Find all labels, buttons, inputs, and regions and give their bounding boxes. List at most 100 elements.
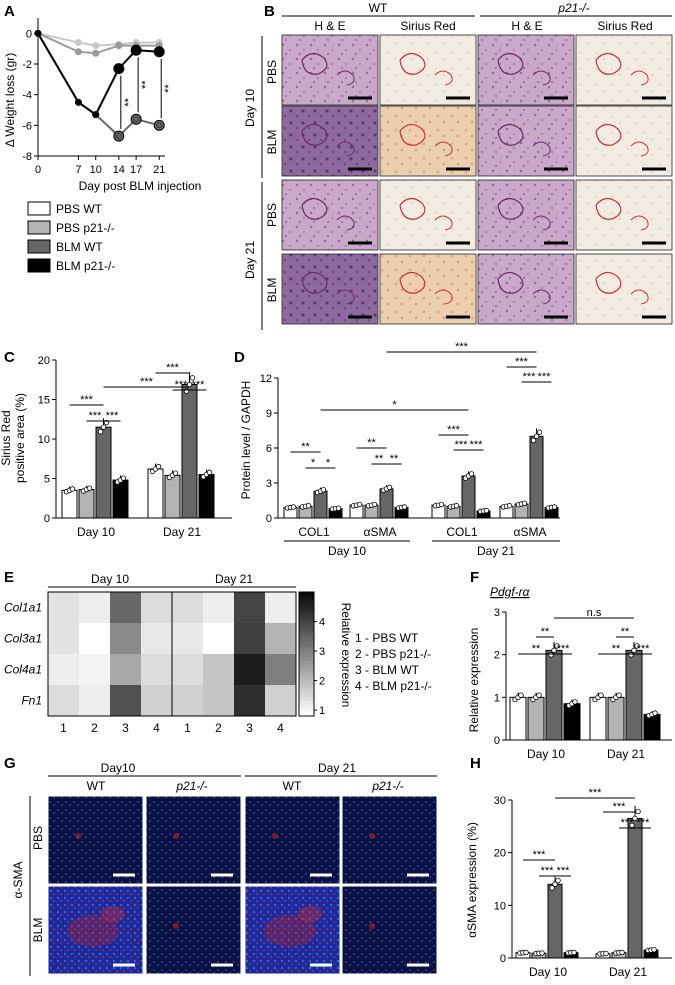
e-colorbar-segment bbox=[299, 647, 314, 652]
legend-swatch-blm-ko bbox=[27, 258, 51, 273]
e-heatmap-cell bbox=[234, 654, 265, 685]
d-sig-label: *** bbox=[470, 439, 484, 451]
a-y-axis-label: Δ Weight loss (gr) bbox=[3, 53, 17, 148]
panel-label-d: D bbox=[234, 349, 245, 366]
c-chart-bar bbox=[181, 383, 198, 519]
e-heatmap-cell bbox=[79, 592, 110, 623]
sirius-red-bar-chart: Sirius Red positive area (%) 0 5 10 15 20 Day… bbox=[0, 355, 232, 539]
b-tissue-structure bbox=[532, 70, 551, 86]
g-asma-signal bbox=[101, 906, 125, 922]
h-chart-data-point bbox=[552, 881, 558, 887]
d-chart-data-point bbox=[386, 484, 393, 491]
gene-expression-heatmap: Day 10 Day 21 Col1a1 Col3a1 Col4a1 Fn1 1 2 3 4 1 2 3… bbox=[4, 572, 432, 735]
h-sig-label: *** bbox=[613, 801, 627, 813]
d-chart-data-point bbox=[506, 503, 513, 509]
e-colorbar-segment bbox=[299, 706, 314, 711]
e-colorbar-tick-label: 1 bbox=[319, 705, 325, 717]
d-sig-label: *** bbox=[523, 371, 537, 383]
f-y-axis-label: Relative expression bbox=[467, 628, 481, 733]
e-colorbar-segment bbox=[299, 669, 314, 674]
h-chart-data-point bbox=[549, 885, 555, 891]
g-asma-signal bbox=[173, 923, 179, 929]
h-chart-data-point bbox=[523, 949, 529, 956]
e-legend-item: 1 - PBS WT bbox=[355, 631, 419, 645]
a-x-tick-label: 21 bbox=[153, 164, 165, 176]
h-chart-bar bbox=[547, 883, 563, 959]
f-x-tick-label: Day 21 bbox=[607, 747, 645, 761]
e-col-label: 2 bbox=[215, 721, 222, 735]
d-sig-label: *** bbox=[515, 356, 529, 368]
f-chart-bar bbox=[545, 649, 563, 741]
d-chart-data-point bbox=[453, 503, 460, 509]
b-tissue-structure bbox=[399, 271, 426, 294]
d-x-tick-label: COL1 bbox=[446, 525, 478, 539]
d-chart-data-point bbox=[533, 433, 540, 440]
d-sig-label: ** bbox=[301, 441, 310, 453]
d-chart-bar bbox=[379, 488, 394, 519]
panel-label-b: B bbox=[264, 3, 275, 20]
d-sig-label: *** bbox=[455, 341, 469, 353]
d-sig-label: * bbox=[326, 457, 331, 469]
c-chart-data-point bbox=[97, 428, 104, 435]
weight-loss-line-chart: Δ Weight loss (gr) Day post BLM injectio… bbox=[3, 18, 201, 193]
e-heatmap-cell bbox=[234, 592, 265, 623]
c-chart-bar bbox=[147, 468, 164, 519]
g-day-10: Day10 bbox=[101, 761, 136, 775]
c-chart-y-tick-label: 15 bbox=[38, 395, 50, 407]
c-chart-data-point bbox=[189, 375, 196, 381]
e-heatmap-cell bbox=[141, 654, 172, 685]
legend-label-pbs-wt: PBS WT bbox=[56, 202, 103, 216]
e-colorbar-segment bbox=[299, 601, 314, 605]
f-chart-y-tick-label: 0 bbox=[494, 735, 500, 747]
d-chart-data-point bbox=[438, 501, 445, 508]
h-x-tick-label: Day 21 bbox=[609, 965, 647, 979]
e-colorbar-segment bbox=[299, 638, 314, 643]
g-asma-signal bbox=[67, 915, 119, 947]
c-chart-bar bbox=[78, 489, 95, 519]
f-sig-label: ** bbox=[621, 626, 630, 638]
f-chart-y-tick-label: 3 bbox=[494, 607, 500, 619]
b-tissue-structure bbox=[434, 215, 453, 231]
e-heatmap-cell bbox=[265, 623, 296, 654]
e-heatmap-cell bbox=[265, 592, 296, 623]
d-chart-y-tick-label: 0 bbox=[266, 513, 272, 525]
b-tissue-structure bbox=[532, 215, 551, 231]
e-heatmap-cell bbox=[203, 654, 234, 685]
c-chart-y-tick-label: 0 bbox=[44, 513, 50, 525]
f-chart-data-point bbox=[652, 710, 658, 716]
f-sig-label: *** bbox=[557, 643, 571, 655]
a-series-point-inner bbox=[156, 122, 162, 129]
d-sig-label: * bbox=[392, 399, 397, 411]
b-micrograph-tile bbox=[379, 179, 477, 251]
b-micrograph-tile bbox=[477, 253, 575, 325]
c-chart-y-tick-label: 5 bbox=[44, 474, 50, 486]
h-chart-y-tick-label: 0 bbox=[500, 953, 506, 965]
g-genotype-ko-d21: p21-/- bbox=[371, 779, 403, 793]
e-colorbar-segment bbox=[299, 623, 314, 627]
a-series-point-inner bbox=[156, 48, 162, 55]
c-sig-label: *** bbox=[140, 376, 154, 388]
b-tissue-structure bbox=[497, 197, 524, 220]
e-heatmap-cell bbox=[265, 654, 296, 685]
f-sig-label: *** bbox=[637, 643, 651, 655]
b-tissue-structure bbox=[336, 70, 355, 86]
b-tissue-structure bbox=[301, 271, 328, 294]
e-colorbar-segment bbox=[299, 595, 314, 599]
d-chart-bar bbox=[313, 490, 328, 519]
c-sig-label: *** bbox=[192, 379, 206, 391]
f-chart-y-tick-label: 1 bbox=[494, 692, 500, 704]
e-colorbar-segment bbox=[299, 681, 314, 686]
c-chart-data-point bbox=[100, 424, 107, 430]
h-x-tick-label: Day 10 bbox=[529, 965, 567, 979]
f-chart-data-point bbox=[518, 692, 524, 698]
f-sig-label: n.s bbox=[587, 607, 602, 619]
d-chart-data-point bbox=[290, 504, 297, 510]
legend-label-blm-ko: BLM p21-/- bbox=[56, 259, 115, 273]
b-tissue-structure bbox=[630, 70, 649, 86]
b-tissue-structure bbox=[399, 123, 426, 146]
h-sig-label: *** bbox=[621, 817, 635, 829]
d-chart-bar bbox=[461, 475, 476, 519]
h-chart-data-point bbox=[571, 949, 577, 956]
e-colorbar-segment bbox=[299, 675, 314, 680]
e-heatmap-cell bbox=[110, 685, 141, 716]
